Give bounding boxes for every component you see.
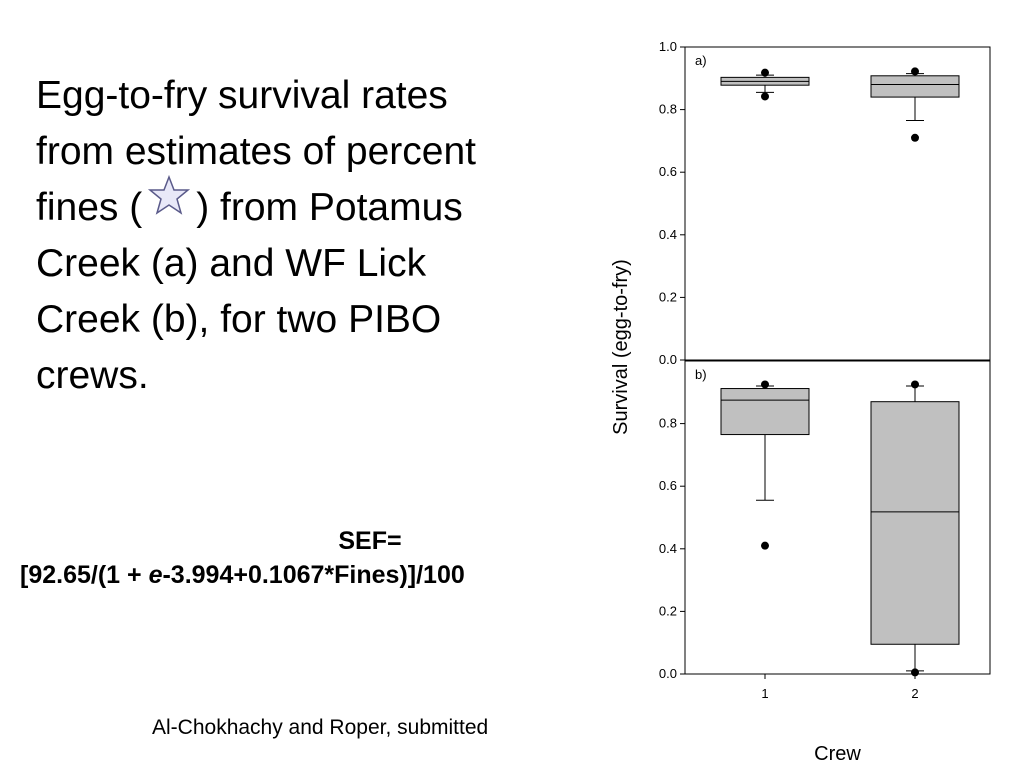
box-iqr xyxy=(720,388,810,436)
y-tick-label: 0.0 xyxy=(659,352,677,367)
y-tick-label: 0.0 xyxy=(659,666,677,681)
x-tick-label: 2 xyxy=(911,686,918,701)
y-tick-label: 0.2 xyxy=(659,603,677,618)
y-tick-label: 0.6 xyxy=(659,478,677,493)
equation-label: SEF= xyxy=(338,527,402,555)
caption-text: Egg-to-fry survival rates from estimates… xyxy=(36,68,536,404)
y-tick-label: 0.4 xyxy=(659,541,677,556)
outlier-point xyxy=(911,380,919,389)
formula-e: e xyxy=(148,561,163,589)
y-tick-label: 0.2 xyxy=(659,289,677,304)
panel-frame xyxy=(684,360,991,675)
formula-suffix: -3.994+0.1067*Fines)]/100 xyxy=(162,561,465,589)
sef-equation: SEF= [92.65/(1 + e-3.994+0.1067*Fines)]/… xyxy=(0,524,740,592)
outlier-point xyxy=(761,541,769,550)
formula-prefix: [92.65/(1 + xyxy=(20,561,149,589)
caption-part1: Egg-to-fry survival rates from estimates… xyxy=(36,74,477,229)
panel-frame xyxy=(684,46,991,361)
y-tick-label: 0.6 xyxy=(659,164,677,179)
box-iqr xyxy=(870,75,960,98)
x-axis-title: Crew xyxy=(814,743,861,765)
outlier-point xyxy=(911,67,919,76)
outlier-point xyxy=(911,133,919,142)
citation: Al-Chokhachy and Roper, submitted xyxy=(152,716,489,739)
y-tick-label: 1.0 xyxy=(659,39,677,54)
y-tick-label: 0.8 xyxy=(659,102,677,117)
panel-label: b) xyxy=(695,367,707,382)
outlier-point xyxy=(761,68,769,77)
y-tick-label: 0.4 xyxy=(659,227,677,242)
box-iqr xyxy=(870,401,960,645)
y-axis-title: Survival (egg-to-fry) xyxy=(610,259,632,435)
x-tick-label: 1 xyxy=(761,686,768,701)
star-icon xyxy=(146,174,192,231)
outlier-point xyxy=(761,380,769,389)
y-tick-label: 0.8 xyxy=(659,416,677,431)
panel-label: a) xyxy=(695,53,707,68)
equation-formula: [92.65/(1 + e-3.994+0.1067*Fines)]/100 xyxy=(0,558,740,592)
outlier-point xyxy=(911,668,919,677)
outlier-point xyxy=(761,92,769,101)
caption-part2: ) from Potamus Creek (a) and WF Lick Cre… xyxy=(36,186,463,397)
